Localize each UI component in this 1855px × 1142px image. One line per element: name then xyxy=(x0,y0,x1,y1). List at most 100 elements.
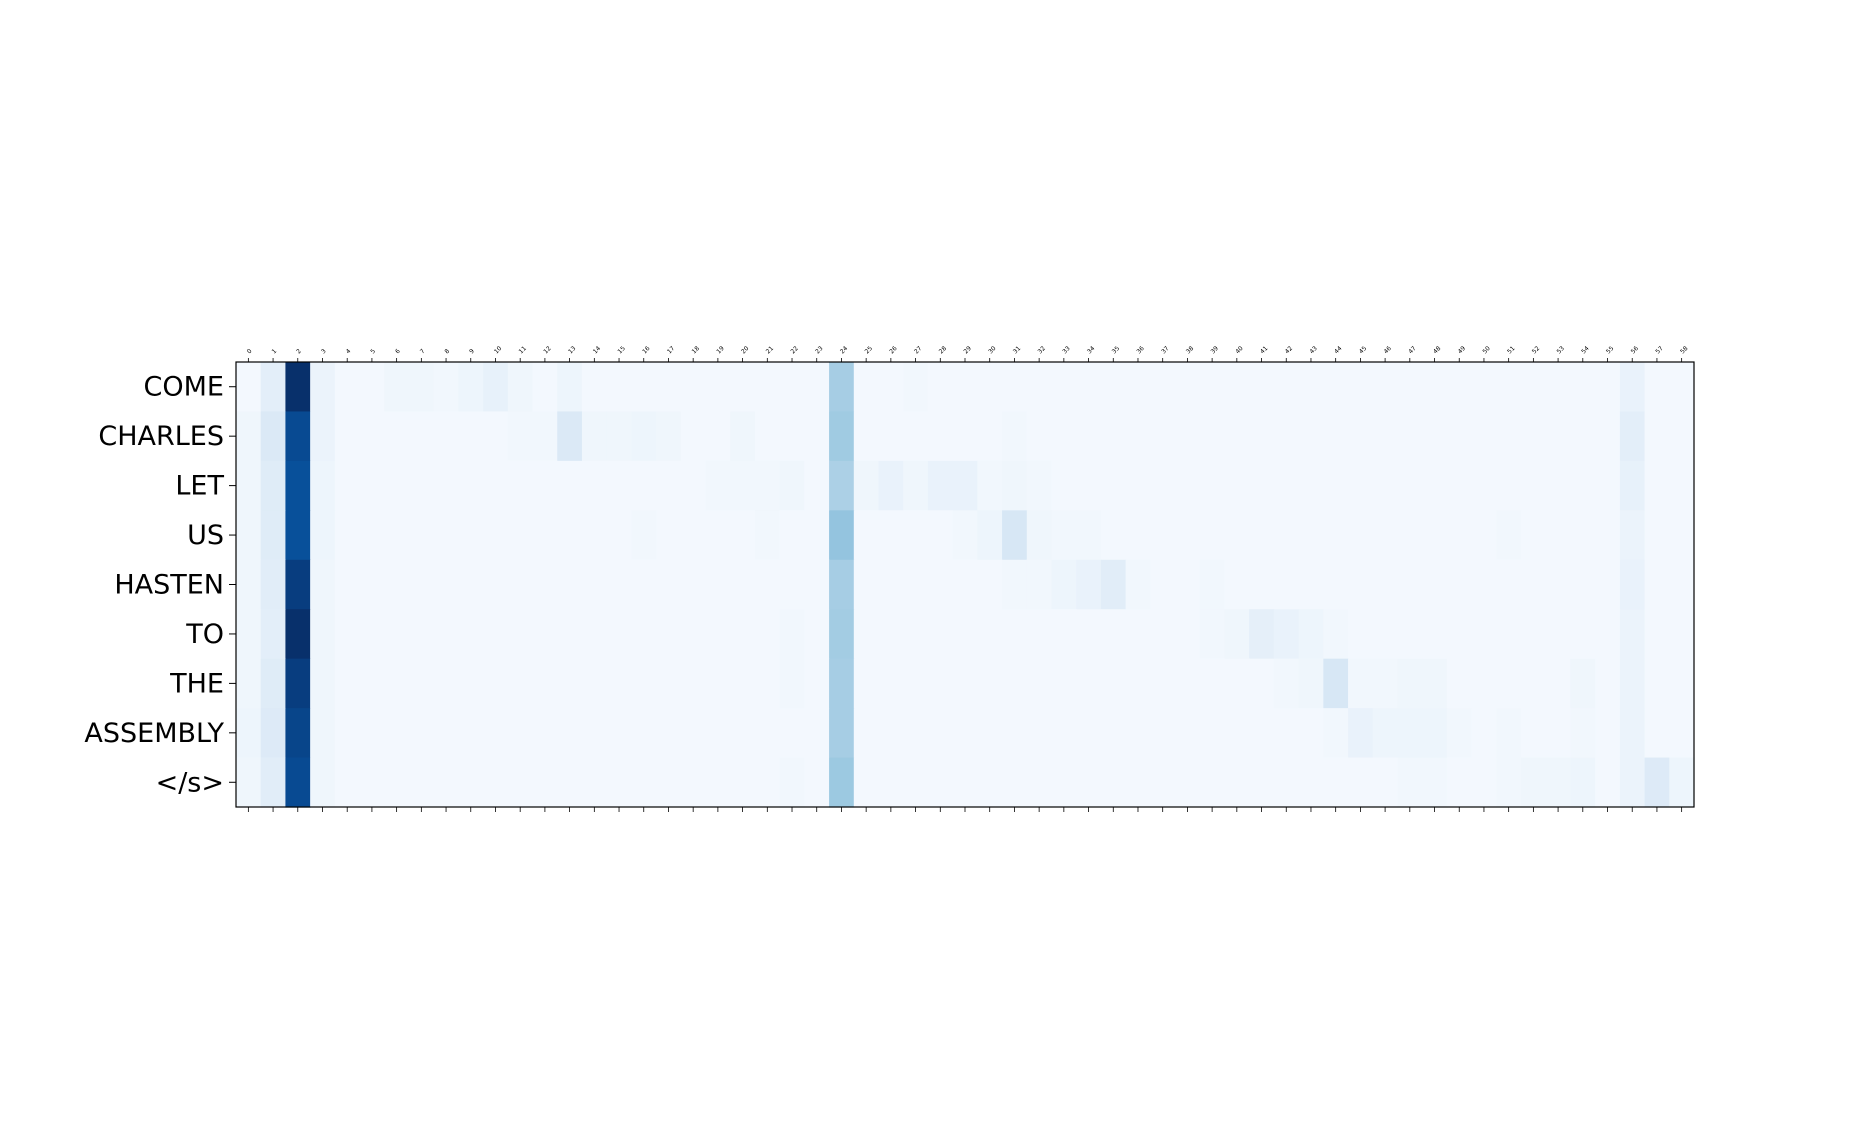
heatmap-cell-r1-c28 xyxy=(927,411,954,462)
heatmap-cell-r3-c6 xyxy=(384,510,410,561)
heatmap-cell-r3-c43 xyxy=(1298,510,1324,561)
heatmap-cell-r4-c34 xyxy=(1076,559,1102,610)
heatmap-cell-r6-c8 xyxy=(433,658,460,709)
heatmap-cell-r6-c24 xyxy=(829,658,855,709)
heatmap-cell-r3-c32 xyxy=(1026,510,1053,561)
heatmap-cell-r8-c24 xyxy=(829,757,855,808)
heatmap-cell-r2-c31 xyxy=(1002,460,1028,511)
heatmap-cell-r8-c56 xyxy=(1619,757,1646,808)
heatmap-cell-r0-c30 xyxy=(977,362,1003,413)
heatmap-cell-r1-c18 xyxy=(680,411,707,462)
heatmap-cell-r5-c47 xyxy=(1397,609,1423,660)
x-tick-label: 29 xyxy=(962,345,972,355)
heatmap-cell-r2-c19 xyxy=(705,460,731,511)
heatmap-cell-r6-c48 xyxy=(1422,658,1448,709)
heatmap-cell-r1-c56 xyxy=(1619,411,1646,462)
heatmap-cell-r5-c12 xyxy=(532,609,558,660)
heatmap-cell-r1-c27 xyxy=(903,411,929,462)
heatmap-cell-r8-c33 xyxy=(1051,757,1077,808)
heatmap-cell-r3-c31 xyxy=(1002,510,1028,561)
heatmap-cell-r7-c53 xyxy=(1545,708,1572,759)
heatmap-cell-r0-c11 xyxy=(507,362,534,413)
y-tick-label: </s> xyxy=(156,767,224,798)
heatmap-cell-r5-c24 xyxy=(829,609,855,660)
x-tick-label: 35 xyxy=(1111,345,1121,355)
heatmap-cell-r7-c54 xyxy=(1570,708,1596,759)
heatmap-cell-r5-c31 xyxy=(1002,609,1028,660)
heatmap-cell-r5-c28 xyxy=(927,609,954,660)
heatmap-cell-r4-c39 xyxy=(1199,559,1226,610)
heatmap-cell-r6-c49 xyxy=(1446,658,1473,709)
heatmap-cell-r4-c36 xyxy=(1125,559,1151,610)
heatmap-cell-r4-c24 xyxy=(829,559,855,610)
heatmap-cell-r0-c58 xyxy=(1669,362,1695,413)
heatmap-cell-r2-c28 xyxy=(927,460,954,511)
heatmap-cell-r1-c25 xyxy=(853,411,880,462)
heatmap-cell-r6-c10 xyxy=(483,658,509,709)
heatmap-cell-r4-c20 xyxy=(730,559,756,610)
heatmap-cell-r8-c5 xyxy=(359,757,385,808)
heatmap-cell-r7-c4 xyxy=(334,708,361,759)
heatmap-cell-r2-c29 xyxy=(952,460,978,511)
heatmap-cell-r5-c11 xyxy=(507,609,534,660)
heatmap-cell-r0-c34 xyxy=(1076,362,1102,413)
heatmap-cell-r2-c34 xyxy=(1076,460,1102,511)
heatmap-cell-r6-c22 xyxy=(779,658,805,709)
heatmap-cell-r8-c4 xyxy=(334,757,361,808)
x-tick-label: 24 xyxy=(839,345,849,355)
heatmap-cell-r4-c17 xyxy=(656,559,682,610)
heatmap-cell-r1-c43 xyxy=(1298,411,1324,462)
heatmap-cell-r6-c19 xyxy=(705,658,731,709)
heatmap-cell-r0-c25 xyxy=(853,362,880,413)
heatmap-cell-r8-c1 xyxy=(260,757,287,808)
heatmap-cell-r3-c54 xyxy=(1570,510,1596,561)
heatmap-cell-r5-c16 xyxy=(631,609,657,660)
heatmap-cell-r8-c26 xyxy=(878,757,904,808)
heatmap-cell-r2-c1 xyxy=(260,460,287,511)
heatmap-cell-r6-c2 xyxy=(285,658,311,709)
x-tick-label: 21 xyxy=(765,345,775,355)
heatmap-cell-r5-c19 xyxy=(705,609,731,660)
x-tick-label: 42 xyxy=(1284,345,1294,355)
heatmap-cell-r2-c0 xyxy=(236,460,262,511)
heatmap-cell-r1-c31 xyxy=(1002,411,1028,462)
heatmap-cell-r1-c22 xyxy=(779,411,805,462)
x-tick-label: 49 xyxy=(1457,345,1467,355)
heatmap-cell-r4-c15 xyxy=(606,559,632,610)
heatmap-cell-r8-c55 xyxy=(1595,757,1621,808)
x-tick-label: 55 xyxy=(1605,345,1615,355)
heatmap-cell-r0-c54 xyxy=(1570,362,1596,413)
heatmap-cell-r7-c41 xyxy=(1249,708,1275,759)
heatmap-cell-r6-c4 xyxy=(334,658,361,709)
heatmap-cell-r1-c1 xyxy=(260,411,287,462)
heatmap-cell-r1-c40 xyxy=(1224,411,1250,462)
heatmap-cell-r2-c13 xyxy=(557,460,583,511)
heatmap-cell-r8-c8 xyxy=(433,757,460,808)
y-tick-label: US xyxy=(187,520,224,551)
heatmap-cell-r6-c40 xyxy=(1224,658,1250,709)
heatmap-cell-r8-c0 xyxy=(236,757,262,808)
heatmap-cell-r7-c49 xyxy=(1446,708,1473,759)
x-tick-label: 44 xyxy=(1333,345,1343,355)
heatmap-cell-r3-c11 xyxy=(507,510,534,561)
heatmap-cell-r4-c6 xyxy=(384,559,410,610)
heatmap-cell-r8-c22 xyxy=(779,757,805,808)
heatmap-cell-r2-c52 xyxy=(1521,460,1547,511)
heatmap-cell-r5-c22 xyxy=(779,609,805,660)
x-tick-label: 13 xyxy=(567,345,577,355)
heatmap-cell-r3-c12 xyxy=(532,510,558,561)
heatmap-cell-r0-c53 xyxy=(1545,362,1572,413)
x-tick-label: 30 xyxy=(987,345,997,355)
heatmap-cell-r4-c54 xyxy=(1570,559,1596,610)
heatmap-cell-r5-c49 xyxy=(1446,609,1473,660)
x-tick-label: 33 xyxy=(1061,345,1071,355)
heatmap-cell-r5-c29 xyxy=(952,609,978,660)
heatmap-cell-r1-c58 xyxy=(1669,411,1695,462)
x-tick-label: 22 xyxy=(789,345,799,355)
heatmap-cell-r0-c41 xyxy=(1249,362,1275,413)
heatmap-cell-r1-c13 xyxy=(557,411,583,462)
heatmap-cell-r0-c28 xyxy=(927,362,954,413)
heatmap-cell-r4-c2 xyxy=(285,559,311,610)
heatmap-cell-r5-c53 xyxy=(1545,609,1572,660)
heatmap-cell-r2-c14 xyxy=(581,460,608,511)
